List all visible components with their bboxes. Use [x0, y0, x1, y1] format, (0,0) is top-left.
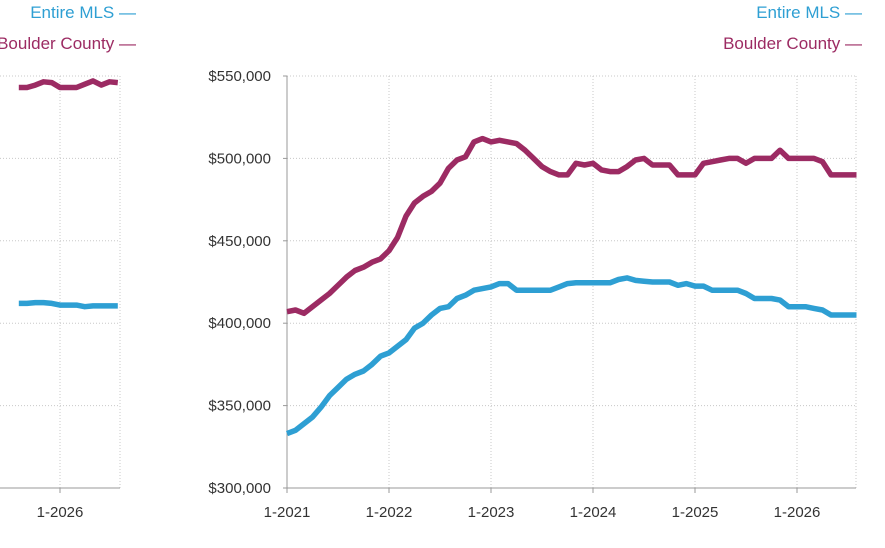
series-line-entire-mls: [18, 299, 118, 310]
y-tick-label: $450,000: [208, 233, 271, 250]
x-tick-label: 1-2021: [264, 504, 311, 521]
right-chart: $300,000 $350,000 $400,000 $450,000 $500,000…: [208, 3, 862, 521]
legend-item-entire-mls: Entire MLS —: [30, 3, 136, 22]
legend-item-boulder-county: Boulder County —: [0, 34, 136, 53]
y-tick-label: $350,000: [208, 398, 271, 415]
y-tick-label: $500,000: [208, 150, 271, 167]
y-tick-label: $550,000: [208, 68, 271, 85]
x-tick-label: 1-2026: [774, 504, 821, 521]
y-tick-label: $300,000: [208, 480, 271, 497]
left-chart: 1-2026 Entire MLS — Boulder County —: [0, 3, 136, 521]
legend-item-entire-mls: Entire MLS —: [756, 3, 862, 22]
x-tick-label: 1-2026: [37, 504, 84, 521]
series-line-boulder-county: [18, 78, 119, 91]
x-tick-label: 1-2024: [570, 504, 617, 521]
series-line-boulder-county: [286, 135, 857, 317]
x-tick-label: 1-2022: [366, 504, 413, 521]
x-tick-label: 1-2025: [672, 504, 719, 521]
x-tick-label: 1-2023: [468, 504, 515, 521]
series-line-entire-mls: [286, 275, 857, 437]
y-tick-label: $400,000: [208, 315, 271, 332]
legend-item-boulder-county: Boulder County —: [723, 34, 862, 53]
